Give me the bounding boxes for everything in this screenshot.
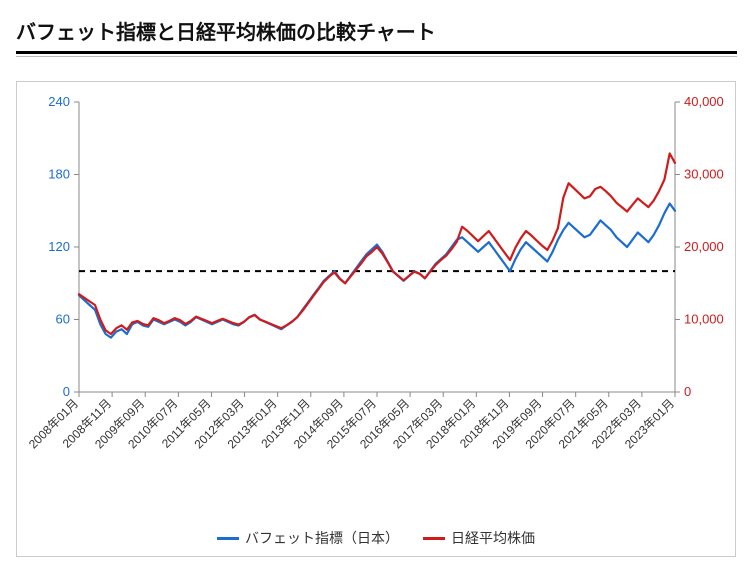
page-title: バフェット指標と日経平均株価の比較チャート [16, 16, 737, 54]
legend-swatch [423, 537, 445, 540]
title-underline [16, 56, 737, 57]
legend-item-buffett: バフェット指標（日本） [217, 528, 399, 548]
svg-text:30,000: 30,000 [684, 167, 724, 182]
chart-container: 060120180240010,00020,00030,00040,000200… [16, 81, 736, 557]
svg-text:120: 120 [48, 239, 70, 254]
svg-text:10,000: 10,000 [684, 312, 724, 327]
svg-text:20,000: 20,000 [684, 239, 724, 254]
legend-item-nikkei: 日経平均株価 [423, 528, 535, 548]
legend-label: バフェット指標（日本） [245, 528, 399, 548]
svg-text:40,000: 40,000 [684, 94, 724, 109]
svg-text:240: 240 [48, 94, 70, 109]
legend-swatch [217, 537, 239, 540]
title-block: バフェット指標と日経平均株価の比較チャート [16, 16, 737, 57]
legend: バフェット指標（日本） 日経平均株価 [25, 528, 727, 548]
svg-text:0: 0 [684, 384, 691, 399]
comparison-chart: 060120180240010,00020,00030,00040,000200… [25, 92, 725, 522]
svg-text:60: 60 [56, 312, 70, 327]
svg-text:0: 0 [63, 384, 70, 399]
legend-label: 日経平均株価 [451, 528, 535, 548]
svg-text:180: 180 [48, 167, 70, 182]
